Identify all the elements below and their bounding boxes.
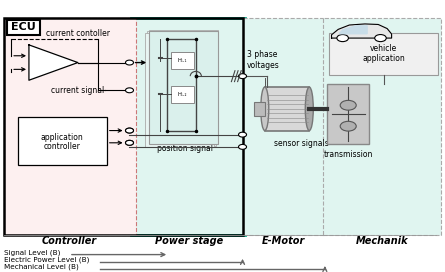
- Bar: [7, 20, 40, 35]
- Circle shape: [337, 35, 348, 42]
- Bar: [171, 52, 194, 69]
- Circle shape: [340, 100, 356, 110]
- Bar: [4, 18, 243, 235]
- Circle shape: [239, 144, 247, 149]
- Text: vehicle
application: vehicle application: [362, 44, 405, 63]
- Text: ECU: ECU: [11, 23, 36, 32]
- Circle shape: [125, 140, 134, 145]
- Text: sensor signals: sensor signals: [274, 139, 328, 148]
- Bar: [131, 18, 245, 235]
- Bar: [4, 18, 136, 235]
- Bar: [329, 33, 438, 75]
- Circle shape: [239, 132, 247, 137]
- Circle shape: [125, 88, 134, 93]
- Bar: [327, 84, 369, 144]
- Text: H₁.₂: H₁.₂: [178, 92, 187, 97]
- Bar: [149, 31, 218, 144]
- Text: Signal Level (B): Signal Level (B): [4, 249, 61, 256]
- Bar: [18, 117, 107, 165]
- Bar: [323, 18, 441, 235]
- Text: application: application: [41, 133, 84, 142]
- Circle shape: [239, 74, 247, 79]
- Text: Mechanical Level (B): Mechanical Level (B): [4, 263, 79, 270]
- Circle shape: [125, 140, 134, 145]
- Polygon shape: [29, 45, 78, 80]
- Ellipse shape: [261, 87, 269, 131]
- Text: Electric Power Level (B): Electric Power Level (B): [4, 256, 90, 263]
- Text: transmission: transmission: [324, 150, 373, 159]
- Polygon shape: [332, 24, 392, 38]
- Circle shape: [125, 128, 134, 133]
- Bar: [243, 18, 325, 235]
- Text: E-Motor: E-Motor: [262, 236, 305, 246]
- Circle shape: [340, 121, 356, 131]
- Circle shape: [125, 60, 134, 65]
- Text: H₁.₁: H₁.₁: [178, 58, 187, 63]
- Text: Controller: Controller: [41, 236, 97, 246]
- Bar: [265, 87, 309, 131]
- Bar: [254, 102, 265, 116]
- Text: 3 phase
voltages: 3 phase voltages: [247, 50, 280, 70]
- Ellipse shape: [305, 87, 313, 131]
- Text: Mechanik: Mechanik: [356, 236, 408, 246]
- Polygon shape: [339, 26, 367, 34]
- Bar: [171, 86, 194, 103]
- Circle shape: [375, 35, 386, 42]
- Text: Power stage: Power stage: [155, 236, 223, 246]
- Text: current signal: current signal: [51, 86, 105, 95]
- Bar: [147, 31, 216, 146]
- Text: controller: controller: [44, 141, 81, 151]
- Bar: [149, 30, 218, 144]
- Text: current contoller: current contoller: [46, 29, 110, 38]
- Circle shape: [125, 128, 134, 133]
- Text: position signal: position signal: [157, 144, 213, 153]
- Bar: [145, 33, 214, 147]
